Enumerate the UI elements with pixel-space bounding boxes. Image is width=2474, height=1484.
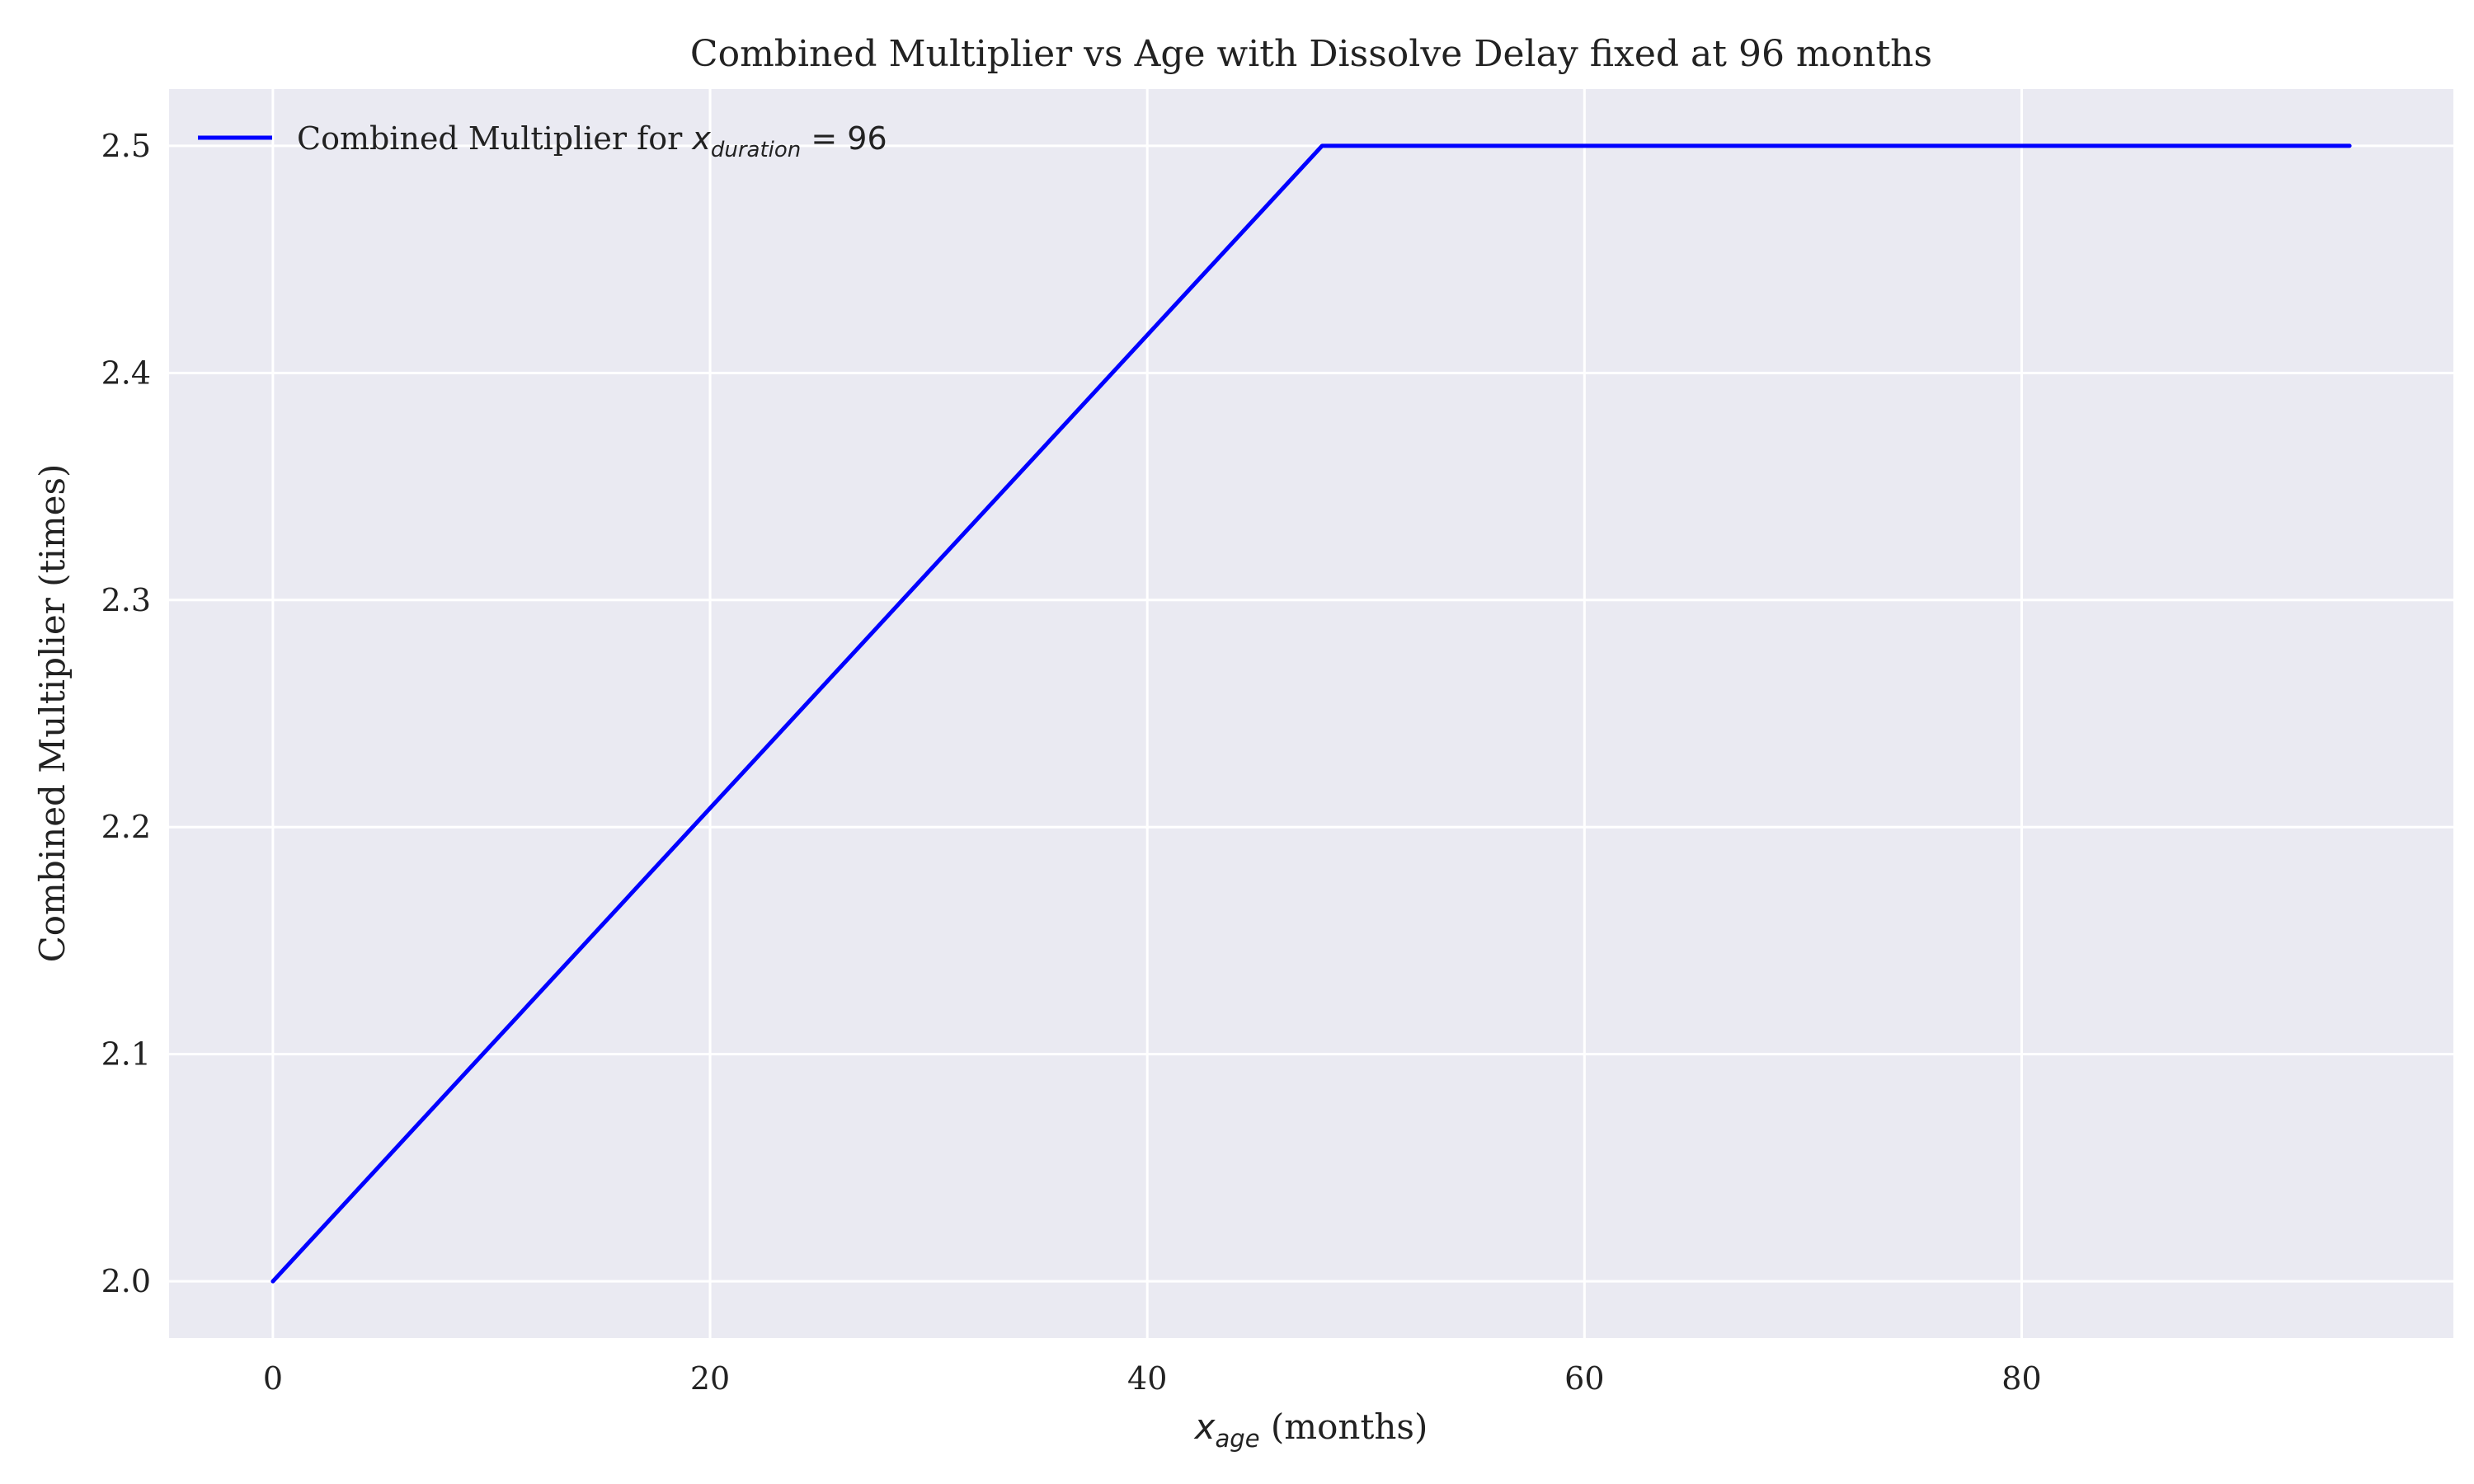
y-tick-label: 2.1 — [101, 1036, 151, 1073]
series-layer — [270, 143, 2352, 1284]
legend-label-variable: x — [691, 120, 711, 157]
x-axis-label-variable: x — [1193, 1407, 1216, 1447]
tick-labels: 0 20 40 60 80 2.0 2.1 2.2 2.3 2.4 2.5 — [101, 128, 2042, 1397]
x-axis-label: xage (months) — [1193, 1407, 1428, 1453]
legend: Combined Multiplier for xduration = 96 — [198, 120, 887, 162]
legend-label: Combined Multiplier for xduration = 96 — [297, 120, 887, 162]
y-tick-label: 2.2 — [101, 809, 151, 845]
legend-label-subscript: duration — [711, 138, 801, 162]
series-line-combined-multiplier — [270, 143, 2352, 1284]
chart-title: Combined Multiplier vs Age with Dissolve… — [690, 33, 1932, 75]
y-tick-label: 2.5 — [101, 128, 151, 164]
x-tick-label: 80 — [2001, 1360, 2041, 1397]
y-tick-label: 2.3 — [101, 582, 151, 618]
x-tick-label: 40 — [1127, 1360, 1167, 1397]
x-axis-label-unit: (months) — [1260, 1407, 1428, 1447]
y-tick-label: 2.4 — [101, 355, 151, 391]
legend-label-prefix: Combined Multiplier for — [297, 120, 692, 157]
x-tick-label: 60 — [1564, 1360, 1604, 1397]
x-axis-label-subscript: age — [1216, 1425, 1260, 1453]
x-tick-label: 0 — [263, 1360, 283, 1397]
x-tick-label: 20 — [690, 1360, 730, 1397]
y-tick-label: 2.0 — [101, 1263, 151, 1299]
plot-area — [169, 89, 2453, 1338]
legend-label-suffix: = 96 — [801, 120, 887, 157]
y-axis-label: Combined Multiplier (times) — [32, 464, 73, 963]
